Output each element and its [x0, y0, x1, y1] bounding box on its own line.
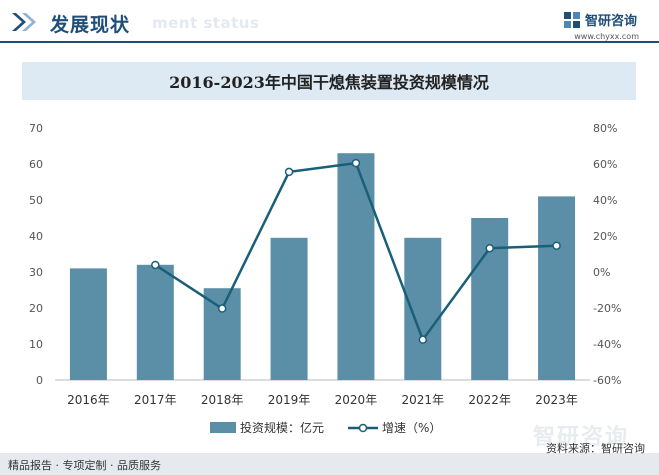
y-right-tick-label: -60%: [593, 374, 621, 387]
combo-chart: 0 10 20 30 40 50 60 70 -60% -40% -20% 0% 20% 40% 60% 80…: [29, 122, 621, 435]
legend-line-marker: [358, 423, 368, 433]
y-right-tick-label: -40%: [593, 338, 621, 351]
x-tick-label: 2018年: [201, 393, 244, 407]
x-tick-label: 2021年: [402, 393, 445, 407]
chart-title: 2016-2023年中国干熄焦装置投资规模情况: [169, 73, 489, 92]
y-left-tick-label: 60: [29, 158, 43, 171]
legend-bar-swatch: [210, 422, 236, 433]
source-note: 资料来源：智研咨询: [546, 442, 645, 455]
header: ment status 发展现状 智研咨询 www.chyxx.com: [0, 0, 659, 50]
bar: [69, 268, 107, 380]
x-tick-label: 2022年: [468, 393, 511, 407]
legend-bar-label: 投资规模：亿元: [240, 420, 324, 435]
y-right-tick-label: 0%: [593, 266, 610, 279]
double-chevron-icon: [12, 13, 36, 31]
growth-point: [351, 158, 361, 168]
growth-point: [485, 243, 494, 253]
legend-line-label: 增速（%）: [382, 421, 441, 435]
footer-watermark: 智研咨询: [532, 425, 629, 450]
y-right-tick-label: 60%: [593, 158, 617, 171]
x-tick-label: 2017年: [134, 393, 177, 407]
bar: [136, 264, 174, 380]
y-left-tick-label: 30: [29, 266, 43, 279]
page-title: 发展现状: [50, 14, 131, 36]
footer-tagline: 精品报告 · 专项定制 · 品质服务: [8, 459, 161, 472]
growth-point: [217, 304, 227, 313]
x-tick-label: 2020年: [335, 393, 378, 407]
brand: 智研咨询: [563, 10, 637, 29]
growth-point: [552, 241, 561, 250]
chart-title-bar: 2016-2023年中国干熄焦装置投资规模情况: [22, 62, 636, 100]
y-left-tick-label: 0: [36, 374, 43, 387]
growth-point: [284, 167, 294, 177]
y-right-tick-label: -20%: [593, 302, 621, 315]
y-left-tick-label: 70: [29, 122, 43, 135]
bar: [538, 196, 576, 380]
brand-name: 智研咨询: [584, 14, 637, 29]
x-tick-label: 2019年: [268, 393, 311, 407]
bar: [471, 218, 509, 380]
brand-logo-icon: [563, 11, 580, 28]
bar: [270, 237, 308, 380]
y-left-tick-label: 20: [29, 302, 43, 315]
header-subtitle: ment status: [152, 14, 260, 32]
footer: 智研咨询 资料来源：智研咨询 精品报告 · 专项定制 · 品质服务: [0, 425, 659, 475]
y-right-tick-label: 20%: [593, 230, 617, 243]
bar: [337, 153, 375, 380]
y-left-tick-label: 40: [29, 230, 43, 243]
header-divider: [0, 41, 659, 43]
x-tick-label: 2016年: [67, 393, 110, 407]
y-left-tick-label: 50: [29, 194, 43, 207]
y-right-tick-label: 80%: [593, 122, 617, 135]
growth-point: [418, 335, 428, 344]
brand-url: www.chyxx.com: [574, 32, 639, 41]
x-tick-label: 2023年: [535, 393, 578, 407]
y-left-tick-label: 10: [29, 338, 43, 351]
bar: [203, 288, 241, 380]
y-right-tick-label: 40%: [593, 194, 617, 207]
growth-point: [151, 260, 160, 270]
